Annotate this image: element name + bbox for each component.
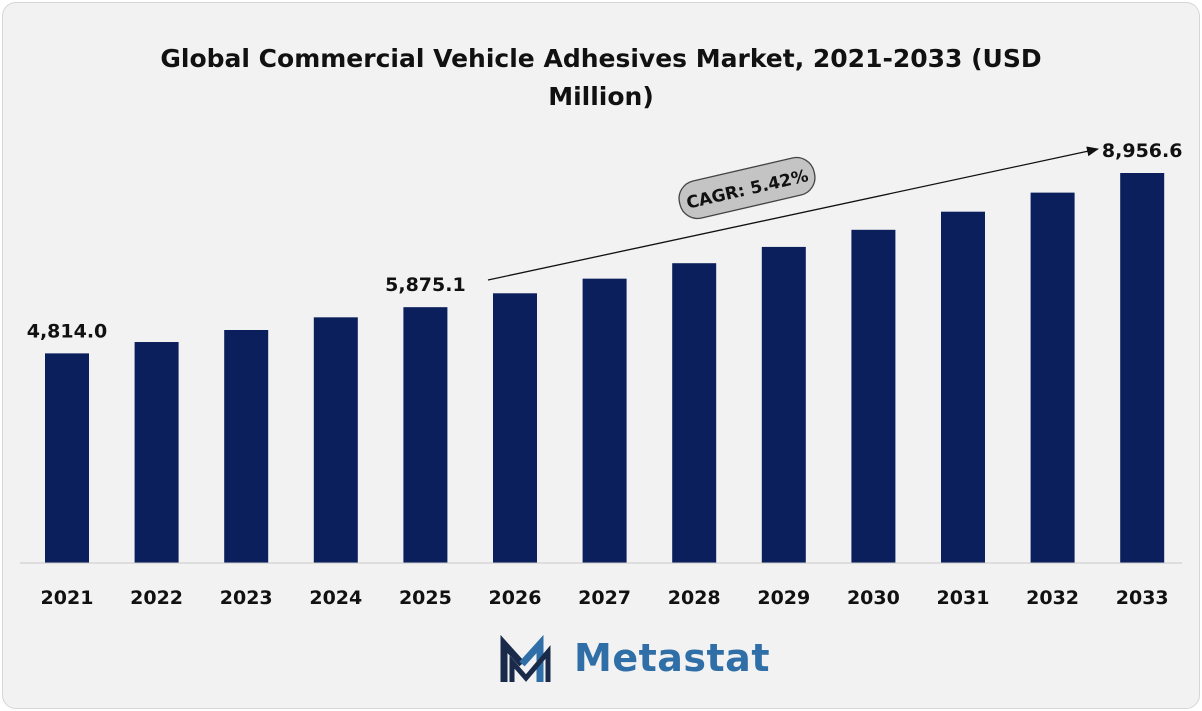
chart-title-line-2: Million) <box>548 82 654 111</box>
bar-group <box>45 173 1165 564</box>
bar-2029 <box>761 246 806 563</box>
x-tick-label-2022: 2022 <box>130 587 183 609</box>
chart-title: Global Commercial Vehicle Adhesives Mark… <box>0 40 1202 116</box>
metastat-logo: Metastat <box>498 632 770 688</box>
x-tick-label-2033: 2033 <box>1116 587 1169 609</box>
bar-2024 <box>313 317 358 563</box>
chart-title-line-1: Global Commercial Vehicle Adhesives Mark… <box>160 44 1042 73</box>
bar-2027 <box>582 278 627 563</box>
bar-2033 <box>1120 173 1165 563</box>
data-label-2033: 8,956.6 <box>1102 140 1183 162</box>
bar-2025 <box>403 307 448 563</box>
data-labels: 4,814.0 5,875.1 8,956.6 <box>27 140 1183 342</box>
x-tick-label-2032: 2032 <box>1026 587 1079 609</box>
x-tick-label-2025: 2025 <box>399 587 452 609</box>
cagr-badge: CAGR: 5.42% <box>678 156 816 220</box>
metastat-m-logo-icon <box>500 634 551 682</box>
data-label-2021: 4,814.0 <box>27 320 108 342</box>
x-tick-label-2021: 2021 <box>41 587 94 609</box>
bar-2030 <box>851 229 896 564</box>
x-tick-label-2026: 2026 <box>489 587 542 609</box>
x-tick-labels: 2021 2022 2023 2024 2025 2026 2027 2028 2029 2030… <box>41 587 1169 609</box>
cagr-trend-arrow <box>487 146 1099 281</box>
x-tick-label-2024: 2024 <box>309 587 362 609</box>
bar-2028 <box>672 263 717 563</box>
x-tick-label-2029: 2029 <box>757 587 810 609</box>
bar-2022 <box>134 342 179 563</box>
x-tick-label-2030: 2030 <box>847 587 900 609</box>
bar-2026 <box>493 293 537 563</box>
x-tick-label-2031: 2031 <box>937 587 990 609</box>
bar-2031 <box>941 211 985 564</box>
data-label-2025: 5,875.1 <box>385 274 466 296</box>
x-tick-label-2027: 2027 <box>578 587 631 609</box>
bar-2021 <box>45 353 89 563</box>
bar-2023 <box>224 329 269 563</box>
brand-name: Metastat <box>574 636 770 680</box>
x-tick-label-2028: 2028 <box>668 587 721 609</box>
x-tick-label-2023: 2023 <box>220 587 273 609</box>
bar-2032 <box>1030 192 1075 564</box>
